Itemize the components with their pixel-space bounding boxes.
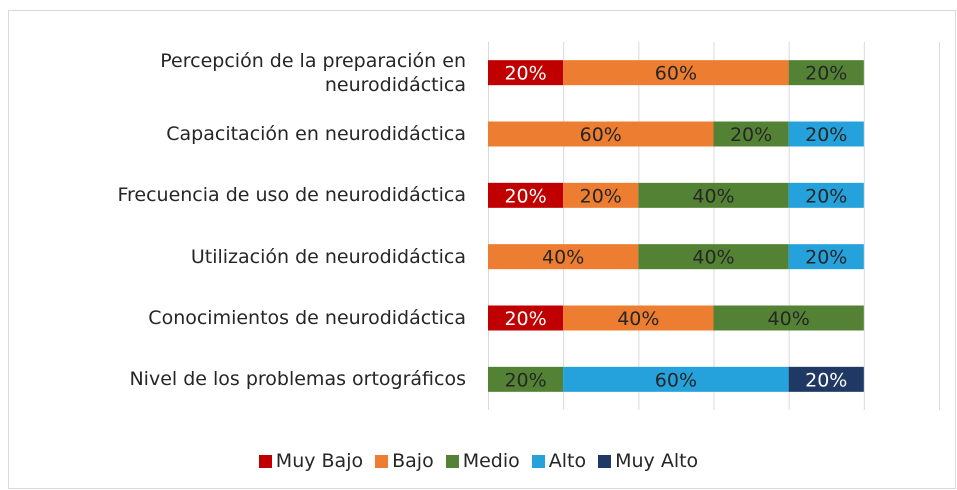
data-label: 60% [655,63,697,85]
bar-segment [563,60,789,86]
legend-label: Bajo [392,450,434,472]
legend: Muy Bajo Bajo Medio Alto Muy Alto [0,450,957,472]
data-label: 20% [805,63,847,85]
category-label: Frecuencia de uso de neurodidáctica [117,184,466,207]
category-label: Utilización de neurodidáctica [190,245,466,268]
data-label: 20% [805,247,847,269]
bar-segment [488,60,564,86]
legend-swatch [445,454,459,468]
data-label: 20% [504,185,546,207]
data-label: 60% [655,369,697,391]
legend-item: Bajo [375,450,434,472]
category-label: Capacitación en neurodidáctica [166,123,466,145]
data-label: 40% [692,185,734,207]
bar-segment [488,366,564,392]
bar-segment [563,305,714,331]
bar-segment [788,121,864,147]
legend-label: Muy Bajo [275,450,364,472]
legend-item: Muy Bajo [258,450,364,472]
legend-label: Muy Alto [615,450,699,472]
legend-label: Medio [462,450,520,472]
legend-item: Muy Alto [598,450,698,472]
legend-item: Alto [531,450,587,472]
legend-swatch [531,454,545,468]
data-label: 20% [805,124,847,146]
category-label: Nivel de los problemas ortográficos [129,368,466,391]
legend-swatch [375,454,389,468]
category-label: Percepción de la preparación en neurodid… [160,49,466,96]
legend-swatch [258,454,272,468]
bar-segment [713,121,789,147]
data-label: 60% [580,124,622,146]
bar-segment [488,244,639,270]
bar-segment [638,182,789,208]
data-label: 20% [805,369,847,391]
chart-frame [8,10,956,489]
data-label: 20% [504,63,546,85]
bar-segment [488,121,714,147]
legend-label: Alto [548,450,587,472]
bar-segment [788,60,864,86]
data-label: 20% [730,124,772,146]
data-label: 40% [768,308,810,330]
data-label: 40% [617,308,659,330]
legend-swatch [598,454,612,468]
data-label: 40% [692,247,734,269]
bar-segment [788,182,864,208]
bar-segment [638,244,789,270]
data-label: 20% [504,369,546,391]
data-label: 40% [542,247,584,269]
bar-segment [563,366,789,392]
data-label: 20% [580,185,622,207]
bar-segment [788,366,864,392]
bar-segment [488,305,564,331]
bar-segment [488,182,564,208]
bar-segment [713,305,864,331]
legend-item: Medio [445,450,520,472]
bar-segment [563,182,639,208]
bar-segment [788,244,864,270]
data-label: 20% [504,308,546,330]
data-label: 20% [805,185,847,207]
category-label: Conocimientos de neurodidáctica [148,307,466,329]
